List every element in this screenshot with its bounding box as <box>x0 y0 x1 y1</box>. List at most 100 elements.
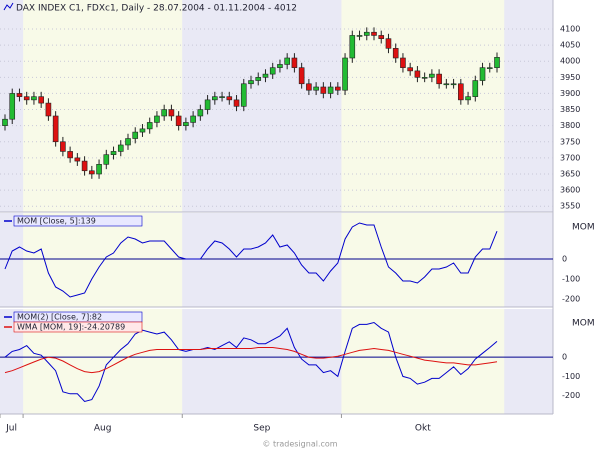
candle-body <box>400 57 406 68</box>
y-tick-label: -200 <box>562 295 580 304</box>
y-axis-label: MOM <box>572 223 595 233</box>
candle-body <box>450 83 457 86</box>
candle-body <box>2 118 8 126</box>
candle-body <box>371 31 377 36</box>
y-tick-label: 3750 <box>560 137 580 146</box>
candle-body <box>327 86 334 94</box>
candle-body <box>183 122 189 126</box>
y-tick-label: -200 <box>562 391 580 400</box>
candle-body <box>23 96 30 101</box>
month-band <box>341 309 505 414</box>
candle-body <box>74 157 81 162</box>
y-tick-label: -100 <box>562 372 580 381</box>
y-tick-label: 4000 <box>560 57 580 66</box>
candle-body <box>212 96 218 101</box>
candle-body <box>96 164 102 175</box>
series-line <box>4 347 498 374</box>
series-line <box>4 321 498 403</box>
candle-body <box>89 170 95 175</box>
candle-body <box>356 35 363 37</box>
candle-body <box>298 67 305 85</box>
candle-body <box>385 38 392 49</box>
candle-body <box>9 93 16 120</box>
y-tick-label: 3650 <box>560 169 580 178</box>
candle-body <box>486 67 493 69</box>
x-tick-label: Aug <box>94 424 112 434</box>
candle-body <box>226 96 233 101</box>
candle-body <box>16 93 23 97</box>
y-tick-label: -100 <box>562 275 580 284</box>
candle-body <box>335 86 341 91</box>
legend-box <box>13 321 143 333</box>
y-tick-label: 0 <box>562 255 567 264</box>
candle-body <box>479 67 486 81</box>
x-tick-label: Okt <box>415 424 431 434</box>
month-band <box>182 213 342 307</box>
candle-body <box>67 151 73 159</box>
candle-body <box>465 96 471 101</box>
month-band <box>182 309 342 414</box>
candle-body <box>197 109 204 117</box>
candle-body <box>458 83 464 101</box>
legend-label: WMA [MOM, 19]:-24.20789 <box>17 323 125 332</box>
candle-body <box>421 77 428 79</box>
y-tick-label: 3700 <box>560 153 580 162</box>
month-band <box>341 213 505 307</box>
legend-icon <box>3 2 14 11</box>
candle-body <box>494 57 500 68</box>
legend-label: MOM [Close, 5]:139 <box>17 217 96 226</box>
candle-body <box>132 131 139 139</box>
footer: © tradesignal.com <box>262 440 337 449</box>
candle-body <box>103 154 110 165</box>
candle-body <box>117 144 124 152</box>
candle-body <box>363 31 370 36</box>
candle-body <box>204 99 211 110</box>
candle-body <box>306 83 312 91</box>
candle-body <box>146 122 153 130</box>
candle-body <box>320 86 327 94</box>
candle-body <box>139 128 146 133</box>
month-band <box>341 0 505 212</box>
month-band <box>0 213 24 307</box>
candle-body <box>175 115 182 126</box>
candle-body <box>436 73 442 85</box>
y-tick-label: 3950 <box>560 73 580 82</box>
candle-body <box>52 115 59 143</box>
candle-body <box>262 73 269 78</box>
y-tick-label: 4100 <box>560 24 580 33</box>
candle-body <box>38 96 44 104</box>
candle-body <box>81 160 88 172</box>
candle-body <box>154 115 160 123</box>
candle-body <box>277 64 283 68</box>
candle-body <box>429 73 435 78</box>
candle-body <box>190 115 196 123</box>
candle-body <box>414 70 421 78</box>
candle-body <box>60 141 66 152</box>
candle-body <box>284 57 290 65</box>
candle-body <box>110 151 117 155</box>
candle-body <box>219 96 225 98</box>
y-tick-label: 3550 <box>560 202 580 211</box>
legend-label: MOM(2) [Close, 7]:82 <box>17 313 102 322</box>
y-tick-label: 3600 <box>560 186 580 195</box>
candle-body <box>45 102 52 117</box>
series-line <box>4 222 498 298</box>
candle-body <box>313 86 319 91</box>
candle-body <box>443 83 450 86</box>
x-tick-label: Sep <box>253 424 270 434</box>
candle-body <box>31 96 37 101</box>
candle-body <box>392 48 399 59</box>
candle-body <box>472 80 479 97</box>
candle-body <box>342 57 348 91</box>
y-tick-label: 3850 <box>560 105 580 114</box>
candle-body <box>168 109 175 117</box>
y-tick-label: 0 <box>562 353 567 362</box>
y-tick-label: 4050 <box>560 41 580 50</box>
y-tick-label: 3900 <box>560 89 580 98</box>
candle-body <box>407 67 413 72</box>
candle-body <box>378 35 385 39</box>
candle-body <box>349 35 356 59</box>
candle-body <box>161 109 167 117</box>
